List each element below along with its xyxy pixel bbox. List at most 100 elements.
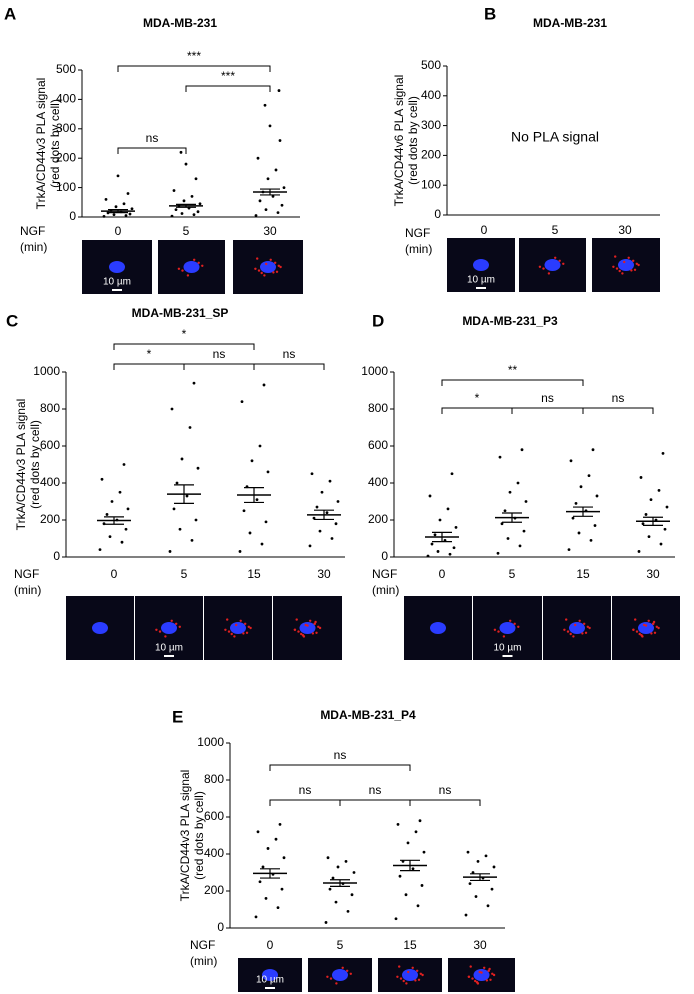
x-axis-label: NGF bbox=[372, 567, 397, 581]
data-point bbox=[394, 917, 398, 921]
pla-dot bbox=[411, 966, 414, 969]
pla-dot bbox=[586, 625, 589, 628]
data-point bbox=[490, 887, 494, 891]
pla-dot bbox=[175, 622, 178, 625]
pla-dot bbox=[632, 259, 635, 262]
nucleus bbox=[430, 622, 446, 634]
error-bar bbox=[432, 531, 452, 543]
data-point bbox=[120, 540, 124, 544]
data-point bbox=[569, 459, 573, 463]
pla-dot bbox=[615, 267, 619, 270]
data-point bbox=[426, 554, 430, 558]
pla-dot bbox=[634, 618, 637, 621]
error-bar bbox=[244, 487, 264, 504]
y-tick-label: 400 bbox=[40, 475, 60, 489]
pla-dot bbox=[297, 630, 300, 633]
pla-dot bbox=[277, 264, 280, 267]
data-point bbox=[452, 546, 456, 550]
x-axis-label: NGF bbox=[14, 567, 39, 581]
pla-dot bbox=[633, 268, 637, 271]
pla-dot bbox=[638, 632, 641, 636]
data-point bbox=[277, 89, 281, 92]
data-point bbox=[454, 526, 458, 529]
pla-dot bbox=[293, 628, 297, 631]
error-bar bbox=[643, 516, 663, 526]
data-point bbox=[258, 199, 262, 203]
pla-dot bbox=[304, 623, 307, 627]
data-point bbox=[508, 490, 512, 494]
data-point bbox=[170, 214, 174, 218]
data-point bbox=[122, 463, 126, 466]
data-point bbox=[98, 548, 102, 551]
data-point bbox=[172, 507, 176, 511]
data-point bbox=[418, 819, 422, 823]
data-point bbox=[344, 860, 348, 863]
pla-dot bbox=[414, 979, 417, 982]
data-point bbox=[649, 498, 653, 502]
data-point bbox=[126, 192, 130, 195]
data-point bbox=[661, 452, 665, 455]
pla-dot bbox=[226, 618, 229, 621]
data-point bbox=[124, 527, 128, 531]
nucleus bbox=[183, 261, 200, 273]
nucleus bbox=[262, 969, 278, 981]
data-point bbox=[280, 203, 284, 207]
panel-letter: B bbox=[484, 4, 496, 23]
y-axis-label: (red dots by cell) bbox=[406, 96, 420, 185]
data-point bbox=[318, 529, 322, 533]
data-point bbox=[185, 494, 189, 498]
panel-letter: D bbox=[372, 311, 384, 330]
pla-dot bbox=[245, 631, 249, 634]
x-axis-label: (min) bbox=[190, 954, 217, 968]
data-point bbox=[254, 214, 258, 217]
pla-dot bbox=[269, 258, 272, 261]
pla-dot bbox=[309, 619, 312, 622]
data-point bbox=[268, 124, 272, 128]
pla-dot bbox=[239, 619, 242, 622]
pla-dot bbox=[186, 274, 190, 277]
significance-label: ns bbox=[541, 391, 554, 405]
data-point bbox=[334, 900, 338, 904]
data-point bbox=[261, 865, 265, 869]
significance-label: * bbox=[182, 327, 187, 341]
data-point bbox=[102, 215, 106, 218]
pla-dot bbox=[421, 973, 424, 977]
pla-dot bbox=[474, 979, 477, 983]
pla-dot bbox=[644, 624, 648, 627]
data-point bbox=[100, 477, 104, 481]
data-point bbox=[310, 472, 314, 476]
data-point bbox=[334, 522, 338, 526]
pla-dot bbox=[517, 625, 520, 628]
pla-dot bbox=[650, 632, 653, 635]
data-point bbox=[130, 207, 134, 211]
data-point bbox=[282, 186, 286, 190]
significance-bracket bbox=[511, 407, 584, 414]
data-point bbox=[328, 887, 332, 891]
x-tick-label: 5 bbox=[337, 938, 344, 952]
x-tick-label: 5 bbox=[181, 567, 188, 581]
pla-dot bbox=[244, 622, 247, 625]
x-tick-label: 30 bbox=[317, 567, 331, 581]
data-point bbox=[248, 531, 252, 535]
data-point bbox=[104, 197, 108, 201]
pla-dot bbox=[554, 256, 557, 259]
pla-dot bbox=[584, 631, 588, 634]
pla-dot bbox=[572, 635, 575, 638]
pla-dot bbox=[317, 625, 320, 628]
pla-dot bbox=[177, 267, 181, 270]
x-tick-label: 0 bbox=[111, 567, 118, 581]
data-point bbox=[271, 195, 275, 198]
data-point bbox=[114, 205, 118, 209]
data-point bbox=[506, 537, 510, 540]
y-tick-label: 200 bbox=[204, 883, 224, 897]
error-bar bbox=[260, 188, 280, 196]
pla-dot bbox=[233, 635, 236, 638]
data-point bbox=[264, 897, 268, 900]
error-bar bbox=[104, 516, 124, 525]
data-point bbox=[190, 195, 194, 198]
x-axis-label: (min) bbox=[20, 240, 47, 254]
significance-label: * bbox=[147, 347, 152, 361]
pla-dot bbox=[155, 628, 158, 631]
pla-dot bbox=[652, 622, 655, 625]
pla-dot bbox=[565, 618, 568, 621]
